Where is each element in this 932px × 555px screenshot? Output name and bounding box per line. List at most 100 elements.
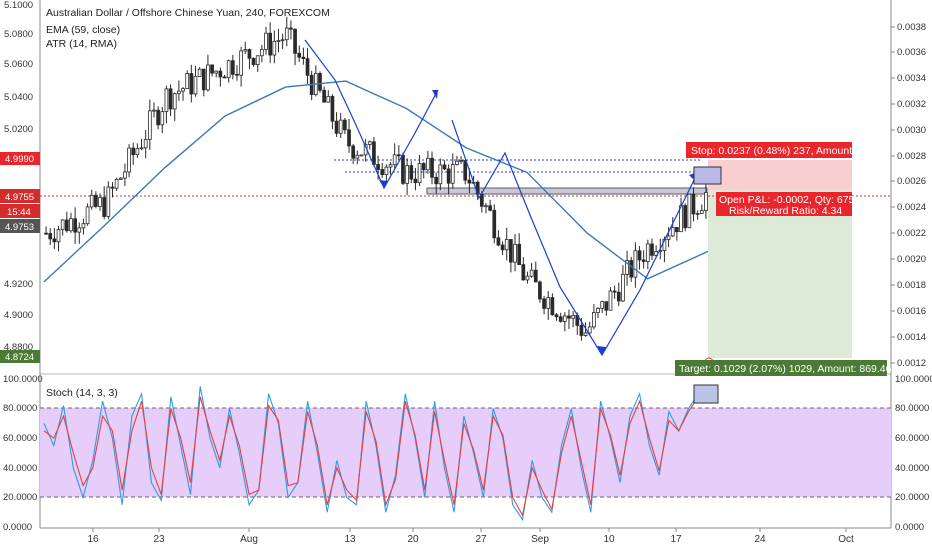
candle-body: [226, 60, 231, 79]
candle-body: [147, 110, 152, 140]
atr-tick: 0.0022: [897, 228, 926, 239]
candle-body: [81, 223, 86, 229]
candle-body: [351, 145, 356, 159]
stoch-right-axis[interactable]: 100.0000 80.0000 60.0000 40.0000 20.0000 0.00…: [895, 374, 932, 533]
candle-body: [89, 194, 94, 208]
candle-body: [583, 332, 588, 336]
atr-tick: 0.0024: [897, 202, 926, 213]
pnl-label[interactable]: Open P&L: -0.0002, Qty: 675 Risk/Reward …: [716, 192, 855, 217]
candle-body: [596, 307, 600, 313]
candle-body: [621, 273, 625, 302]
stop-badge: [0, 152, 40, 165]
candle-body: [513, 243, 517, 263]
candle-body: [235, 73, 239, 76]
arrow-path-2[interactable]: [451, 119, 699, 357]
candle-body: [467, 179, 472, 184]
candle-body: [546, 297, 551, 309]
left-price-axis[interactable]: 5.10005.08005.06005.04005.02004.99404.92…: [4, 0, 33, 353]
candle-body: [683, 205, 688, 229]
candle-body: [645, 243, 650, 262]
candle-body: [330, 96, 335, 122]
stoch-tick: 40.0000: [3, 463, 37, 474]
stoch-right-tick: 60.0000: [895, 433, 929, 444]
stoch-legend[interactable]: Stoch (14, 3, 3): [46, 387, 118, 399]
candle-body: [509, 239, 513, 263]
stop-zone[interactable]: [708, 160, 852, 190]
price-tick: 5.0200: [4, 124, 33, 135]
candle-body: [380, 169, 385, 176]
pnl-label-bg: [716, 192, 852, 216]
candle-body: [455, 160, 459, 166]
candle-body: [571, 315, 575, 319]
candle-body: [384, 166, 389, 176]
candle-body: [156, 109, 160, 126]
atr-tick: 0.0032: [897, 99, 926, 110]
price-tick: 4.9200: [4, 279, 33, 290]
candle-body: [289, 27, 293, 30]
candle-body: [650, 243, 654, 256]
candle-body: [293, 28, 297, 54]
candle-body: [143, 139, 148, 149]
candle-body: [608, 290, 613, 311]
stoch-d-line: [43, 390, 709, 517]
x-tick-label: 20: [407, 534, 419, 545]
candle-body: [272, 40, 277, 56]
candle-body: [98, 197, 102, 207]
right-atr-axis[interactable]: 0.0038 0.0036 0.0034 0.0032 0.0030 0.0028 0.00…: [891, 22, 926, 369]
candle-body: [359, 154, 364, 157]
candle-body: [214, 70, 219, 74]
support-rectangle[interactable]: [426, 187, 708, 195]
candle-body: [629, 260, 634, 278]
candle-body: [139, 147, 144, 150]
stoch-box[interactable]: [693, 384, 719, 404]
candle-body: [612, 290, 617, 293]
current-badge-text: 4.9755: [5, 192, 34, 203]
stoch-right-tick: 80.0000: [895, 403, 929, 414]
rr-text: Risk/Reward Ratio: 4.34: [729, 205, 842, 217]
x-tick-label: 23: [153, 534, 165, 545]
candle-body: [334, 120, 339, 134]
candle-body: [69, 218, 73, 232]
price-tick: 5.1000: [4, 0, 33, 11]
candle-body: [550, 297, 555, 316]
ema-legend[interactable]: EMA (59, close): [46, 24, 120, 36]
candle-body: [218, 70, 223, 78]
target-zone[interactable]: [708, 190, 852, 358]
candle-body: [434, 176, 439, 185]
x-tick-label: Sep: [531, 534, 549, 545]
candle-body: [558, 316, 563, 322]
atr-legend[interactable]: ATR (14, RMA): [46, 38, 117, 50]
ema-badge-text: 4.9753: [5, 222, 34, 233]
candle-body: [413, 178, 418, 184]
price-tick: 5.0400: [4, 92, 33, 103]
candle-body: [421, 163, 426, 171]
candle-body: [670, 227, 675, 237]
stoch-tick: 80.0000: [3, 403, 37, 414]
candle-body: [268, 32, 273, 56]
candle-body: [488, 205, 492, 211]
stoch-lines-group: [43, 385, 709, 522]
time-axis[interactable]: 16 23 Aug 13 20 27 Sep 10 17 24 Oct: [87, 528, 854, 545]
symbol-title[interactable]: Australian Dollar / Offshore Chinese Yua…: [46, 7, 330, 19]
candle-body: [492, 209, 497, 239]
candle-body: [641, 259, 646, 262]
candle-body: [521, 264, 526, 281]
candle-body: [704, 192, 708, 211]
stoch-left-axis[interactable]: 100.0000 80.0000 60.0000 40.0000 20.0000 0.00…: [3, 374, 43, 533]
current-badge: [0, 189, 40, 203]
arrow-path-1[interactable]: [304, 39, 439, 190]
ema-line: [43, 80, 709, 283]
candle-body: [284, 27, 289, 41]
atr-tick: 0.0038: [897, 22, 926, 33]
x-tick-label: 27: [475, 534, 487, 545]
candle-body: [64, 219, 69, 232]
stop-label[interactable]: Stop: 0.0237 (0.48%) 237, Amount: 784: [686, 142, 876, 158]
candle-body: [164, 88, 169, 113]
entry-box[interactable]: [693, 166, 722, 185]
candle-body: [484, 205, 488, 208]
candle-body: [500, 244, 505, 251]
candle-body: [152, 109, 156, 112]
target-label[interactable]: Target: 0.1029 (2.07%) 1029, Amount: 869…: [675, 360, 892, 376]
candle-body: [73, 218, 77, 233]
